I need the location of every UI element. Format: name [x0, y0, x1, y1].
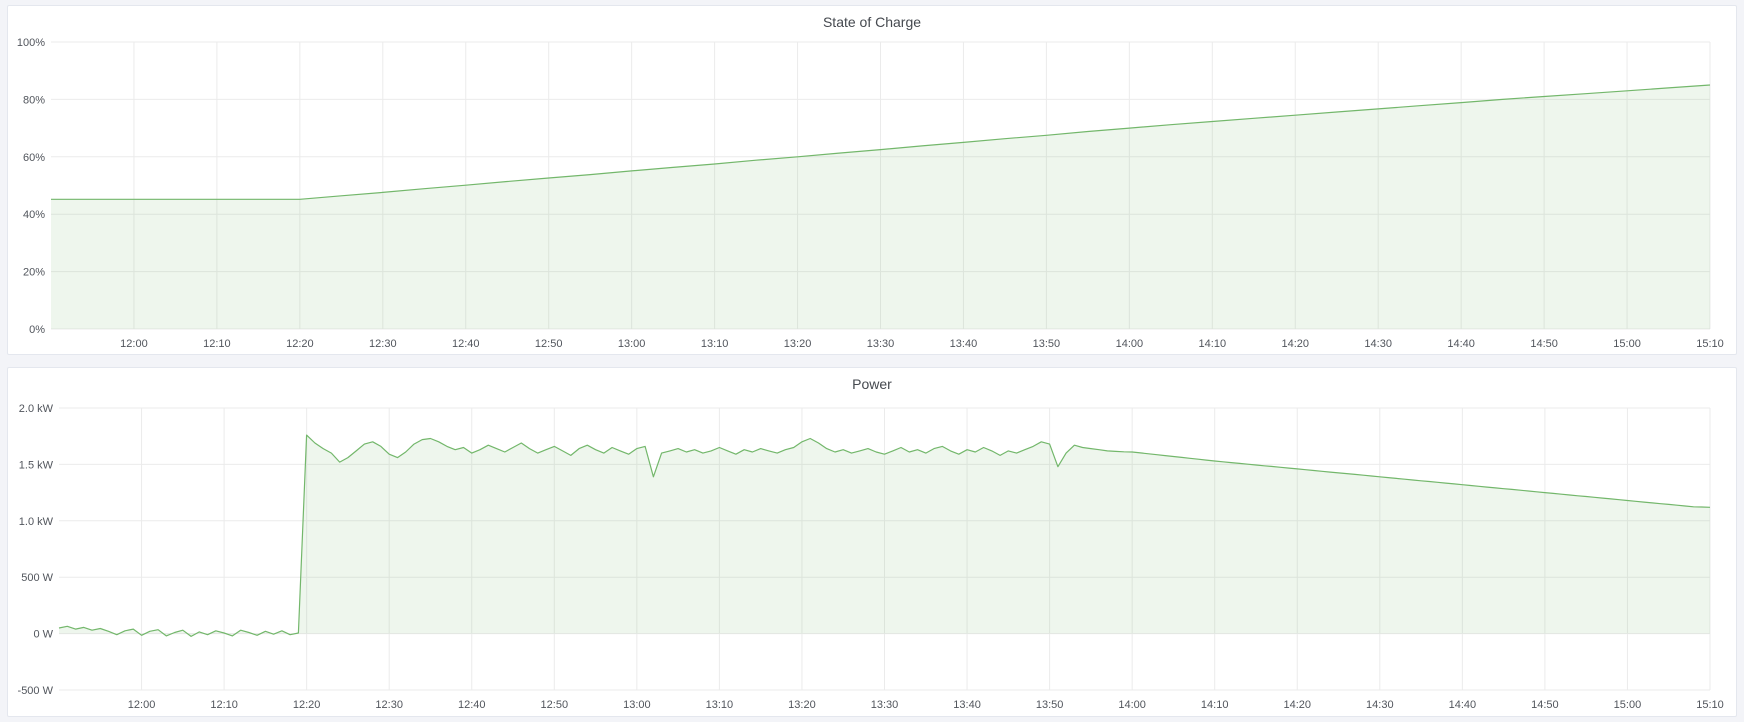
y-axis-tick-label: 60%	[23, 152, 45, 164]
state-of-charge-chart-canvas[interactable]: 0% 20% 40% 60% 80% 100% 12:00 12:10 12:20 12:30 12…	[8, 6, 1736, 354]
y-axis-tick-label: 500 W	[21, 572, 53, 584]
y-axis-tick-label: 20%	[23, 267, 45, 279]
x-axis-tick-label: 13:50	[1033, 338, 1061, 350]
x-axis-tick-label: 14:40	[1447, 338, 1475, 350]
x-axis-tick-label: 12:30	[375, 699, 403, 711]
power-panel: Power -500 W 0 W 500 W 1.0 kW 1.5 kW 2.0 kW 12…	[7, 367, 1737, 717]
y-axis-tick-label: 40%	[23, 209, 45, 221]
y-axis-tick-label: 2.0 kW	[19, 403, 54, 415]
x-axis-tick-label: 12:20	[286, 338, 314, 350]
x-axis-tick-label: 15:00	[1613, 338, 1641, 350]
x-axis-tick-label: 14:10	[1201, 699, 1229, 711]
x-axis-tick-label: 12:30	[369, 338, 397, 350]
y-axis-tick-label: 100%	[17, 37, 45, 49]
x-axis-tick-label: 12:00	[128, 699, 156, 711]
x-axis-tick-label: 13:40	[953, 699, 981, 711]
x-axis-tick-label: 15:10	[1696, 699, 1724, 711]
x-axis-tick-label: 12:10	[203, 338, 231, 350]
x-axis-tick-label: 14:30	[1364, 338, 1392, 350]
y-axis-tick-label: 80%	[23, 94, 45, 106]
x-axis-tick-label: 14:00	[1116, 338, 1144, 350]
x-axis-tick-label: 12:10	[210, 699, 238, 711]
x-axis-tick-label: 12:00	[120, 338, 148, 350]
x-axis-tick-label: 14:50	[1531, 699, 1559, 711]
x-axis-tick-label: 13:00	[618, 338, 646, 350]
series-line	[51, 84, 1711, 200]
x-axis-tick-label: 14:30	[1366, 699, 1394, 711]
x-axis-tick-label: 13:50	[1036, 699, 1064, 711]
power-panel-title[interactable]: Power	[852, 376, 892, 392]
x-axis-tick-label: 13:40	[950, 338, 978, 350]
series-area-fill	[51, 85, 1710, 329]
x-axis-tick-label: 14:00	[1118, 699, 1146, 711]
y-axis-tick-label: 0 W	[33, 629, 53, 641]
x-axis-tick-label: 14:50	[1530, 338, 1558, 350]
x-axis-tick-label: 12:40	[452, 338, 480, 350]
x-axis-tick-label: 12:50	[535, 338, 563, 350]
x-axis-tick-label: 13:00	[623, 699, 651, 711]
series-area-fill	[59, 435, 1710, 637]
x-axis-tick-label: 12:20	[293, 699, 321, 711]
x-axis-tick-label: 14:10	[1199, 338, 1227, 350]
x-axis-tick-label: 14:20	[1283, 699, 1311, 711]
state-of-charge-panel-title[interactable]: State of Charge	[822, 14, 922, 30]
x-axis-tick-label: 13:10	[701, 338, 729, 350]
series-line	[58, 434, 1711, 637]
y-axis-tick-label: -500 W	[18, 685, 54, 697]
y-axis-tick-label: 1.5 kW	[19, 459, 54, 471]
x-axis-tick-label: 13:30	[871, 699, 899, 711]
y-axis-tick-label: 1.0 kW	[19, 516, 54, 528]
x-axis-tick-label: 14:40	[1449, 699, 1477, 711]
power-chart-canvas[interactable]: -500 W 0 W 500 W 1.0 kW 1.5 kW 2.0 kW 12:00 12:…	[8, 368, 1736, 716]
y-axis-tick-label: 0%	[29, 324, 45, 336]
x-axis-tick-label: 15:00	[1614, 699, 1642, 711]
state-of-charge-panel: State of Charge 0% 20% 40% 60% 80% 100% 12:00 1…	[7, 5, 1737, 355]
x-axis-tick-label: 13:10	[706, 699, 734, 711]
x-axis-tick-label: 13:20	[784, 338, 812, 350]
x-axis-tick-label: 12:50	[541, 699, 569, 711]
x-axis-tick-label: 15:10	[1696, 338, 1724, 350]
x-axis-tick-label: 12:40	[458, 699, 486, 711]
x-axis-tick-label: 13:30	[867, 338, 895, 350]
x-axis-tick-label: 13:20	[788, 699, 816, 711]
x-axis-tick-label: 14:20	[1281, 338, 1309, 350]
